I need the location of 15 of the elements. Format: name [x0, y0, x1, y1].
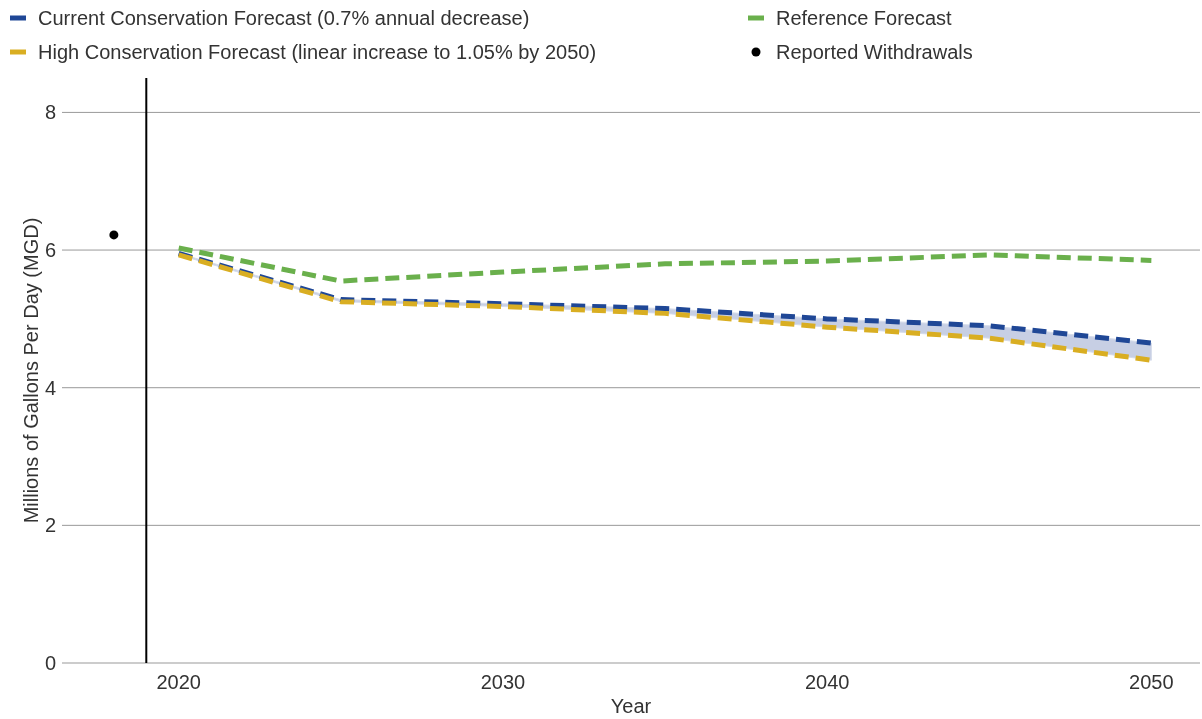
legend-label: High Conservation Forecast (linear increase to 1.05% by 2050) [38, 41, 597, 63]
y-tick-label: 0 [44, 652, 56, 674]
y-tick-label: 6 [44, 239, 56, 262]
y-tick-label: 4 [44, 376, 56, 399]
legend-label: Current Conservation Forecast (0.7% annual decrease) [38, 7, 530, 29]
legend-label: Reference Forecast [776, 7, 953, 29]
x-tick-label: 2030 [480, 671, 526, 693]
x-tick-label: 2020 [156, 671, 201, 693]
x-axis-title: Year [610, 695, 652, 717]
y-tick-label: 2 [44, 514, 56, 537]
x-tick-label: 2050 [1129, 671, 1174, 693]
legend-label: Reported Withdrawals [776, 41, 973, 63]
x-tick-label: 2040 [804, 671, 850, 693]
y-tick-label: 8 [44, 101, 56, 124]
y-axis-title: Millions of Gallons Per Day (MGD) [20, 217, 42, 524]
